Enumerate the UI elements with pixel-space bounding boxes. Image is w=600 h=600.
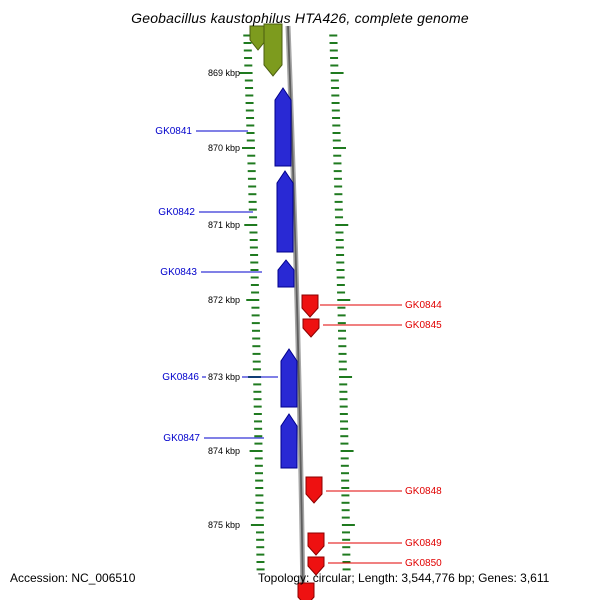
gene-arrow-gk0846[interactable] <box>280 348 298 408</box>
scale-label: 871 kbp <box>208 220 240 230</box>
gene-label-gk0848[interactable]: GK0848 <box>405 486 442 497</box>
gene-label-gk0845[interactable]: GK0845 <box>405 320 442 331</box>
scale-label: 873 kbp <box>208 372 240 382</box>
unlabeled-gene-arrow[interactable] <box>297 582 315 600</box>
scale-label: 870 kbp <box>208 143 240 153</box>
gene-label-gk0842[interactable]: GK0842 <box>158 207 195 218</box>
gene-label-gk0841[interactable]: GK0841 <box>155 126 192 137</box>
unlabeled-gene-arrow[interactable] <box>263 23 283 77</box>
topology-text: Topology: circular; Length: 3,544,776 bp… <box>258 571 550 585</box>
gene-arrow-gk0845[interactable] <box>302 318 320 338</box>
accession-text: Accession: NC_006510 <box>10 571 136 585</box>
gene-arrow-gk0849[interactable] <box>307 532 325 556</box>
gene-arrow-gk0843[interactable] <box>277 259 295 288</box>
gene-label-gk0847[interactable]: GK0847 <box>163 433 200 444</box>
scale-label: 869 kbp <box>208 68 240 78</box>
gene-arrow-gk0841[interactable] <box>274 87 292 167</box>
gene-arrow-gk0844[interactable] <box>301 294 319 318</box>
scale-label: 874 kbp <box>208 446 240 456</box>
gene-label-gk0844[interactable]: GK0844 <box>405 300 442 311</box>
scale-label: 872 kbp <box>208 295 240 305</box>
gene-arrow-gk0847[interactable] <box>280 413 298 469</box>
gene-arrow-gk0848[interactable] <box>305 476 323 504</box>
gene-arrow-gk0850[interactable] <box>307 556 325 576</box>
gene-label-gk0850[interactable]: GK0850 <box>405 558 442 569</box>
unlabeled-gene-arrow[interactable] <box>249 25 267 51</box>
gene-label-gk0846[interactable]: GK0846 <box>162 372 199 383</box>
gene-label-gk0843[interactable]: GK0843 <box>160 267 197 278</box>
gene-label-gk0849[interactable]: GK0849 <box>405 538 442 549</box>
scale-label: 875 kbp <box>208 520 240 530</box>
map-title: Geobacillus kaustophilus HTA426, complet… <box>131 10 469 26</box>
gene-arrow-gk0842[interactable] <box>276 170 294 253</box>
